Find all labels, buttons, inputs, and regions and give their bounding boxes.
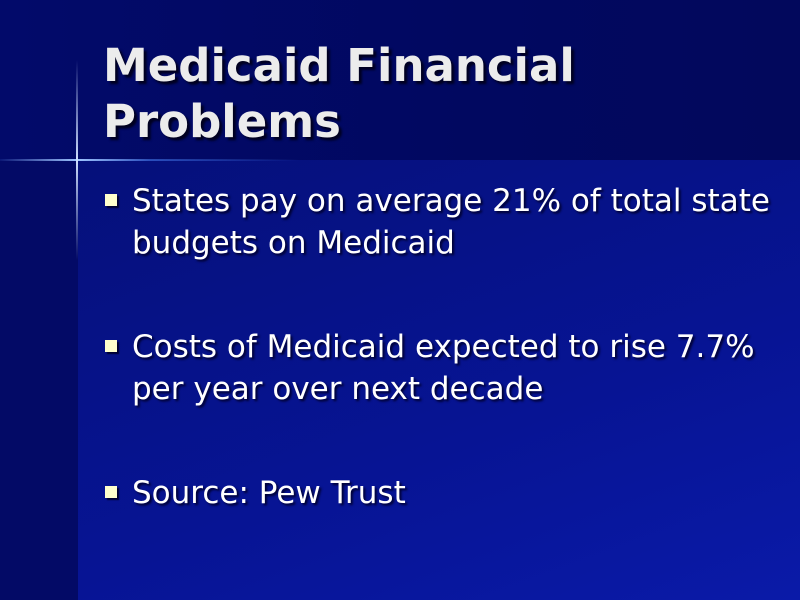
header-band — [0, 0, 800, 160]
bullet-item: States pay on average 21% of total state… — [103, 180, 783, 264]
bullet-text: Source: Pew Trust — [132, 475, 406, 511]
slide-title: Medicaid Financial Problems — [103, 39, 575, 148]
bullet-text: States pay on average 21% of total state… — [132, 183, 770, 261]
bullet-list: States pay on average 21% of total state… — [103, 180, 783, 514]
left-band — [0, 160, 78, 600]
square-bullet-icon — [105, 194, 117, 206]
content-panel — [78, 160, 800, 600]
sparkle-horizontal-line — [0, 159, 300, 161]
square-bullet-icon — [105, 486, 117, 498]
bullet-text: Costs of Medicaid expected to rise 7.7% … — [132, 329, 755, 407]
sparkle-vertical-line — [76, 60, 78, 260]
bullet-item: Costs of Medicaid expected to rise 7.7% … — [103, 326, 783, 410]
bullet-item: Source: Pew Trust — [103, 472, 783, 514]
square-bullet-icon — [105, 340, 117, 352]
